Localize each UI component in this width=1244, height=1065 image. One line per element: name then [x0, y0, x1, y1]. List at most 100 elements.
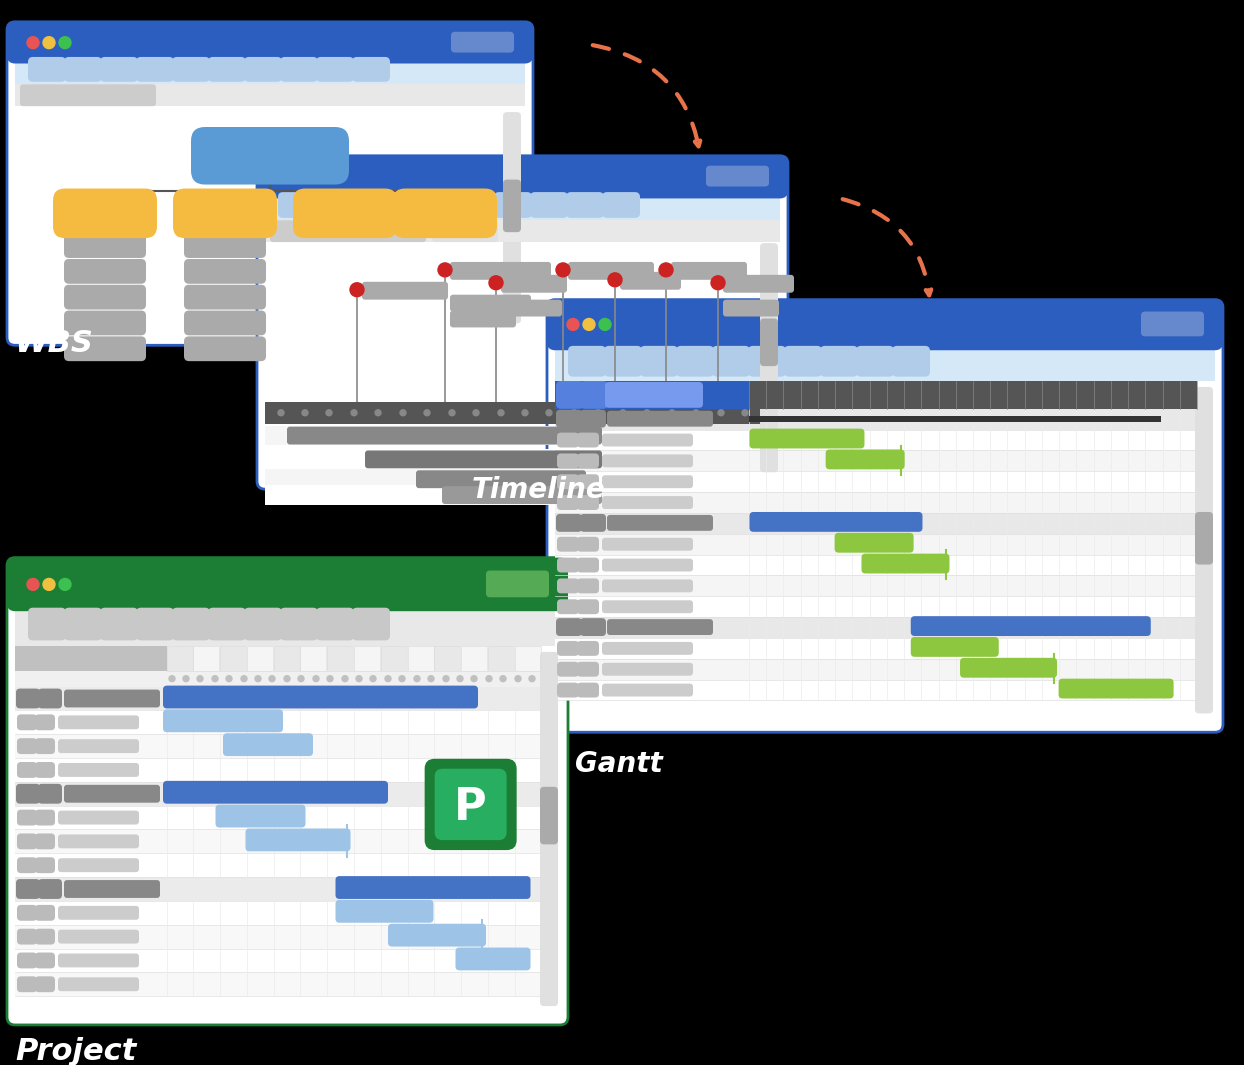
FancyBboxPatch shape [540, 652, 559, 1006]
Bar [300, 645, 326, 671]
FancyBboxPatch shape [415, 471, 586, 488]
FancyBboxPatch shape [63, 284, 146, 310]
FancyBboxPatch shape [294, 189, 397, 239]
FancyBboxPatch shape [245, 829, 351, 851]
FancyBboxPatch shape [569, 346, 606, 377]
FancyBboxPatch shape [501, 299, 562, 316]
FancyBboxPatch shape [557, 454, 578, 469]
FancyBboxPatch shape [580, 410, 606, 428]
FancyBboxPatch shape [17, 738, 37, 754]
FancyBboxPatch shape [1195, 387, 1213, 714]
FancyBboxPatch shape [602, 192, 639, 218]
Circle shape [471, 675, 476, 682]
FancyBboxPatch shape [602, 496, 693, 509]
FancyBboxPatch shape [1059, 678, 1173, 699]
FancyBboxPatch shape [569, 262, 654, 280]
Bar [327, 645, 353, 671]
Circle shape [384, 675, 391, 682]
Bar [555, 450, 1197, 472]
FancyBboxPatch shape [577, 495, 600, 510]
Bar [555, 429, 1197, 450]
FancyBboxPatch shape [277, 192, 316, 218]
FancyBboxPatch shape [352, 608, 391, 640]
FancyBboxPatch shape [163, 686, 478, 708]
Bar [15, 878, 542, 901]
Circle shape [449, 410, 455, 415]
Circle shape [567, 318, 578, 330]
FancyBboxPatch shape [58, 858, 139, 872]
FancyBboxPatch shape [424, 758, 516, 850]
FancyBboxPatch shape [63, 56, 102, 82]
FancyBboxPatch shape [494, 192, 532, 218]
FancyBboxPatch shape [723, 299, 779, 316]
Bar [265, 402, 763, 424]
FancyBboxPatch shape [100, 608, 138, 640]
FancyBboxPatch shape [244, 56, 282, 82]
FancyBboxPatch shape [35, 834, 55, 849]
FancyBboxPatch shape [602, 559, 693, 572]
FancyBboxPatch shape [557, 578, 578, 593]
FancyBboxPatch shape [760, 318, 778, 366]
FancyBboxPatch shape [503, 112, 521, 324]
FancyBboxPatch shape [393, 189, 498, 239]
Circle shape [608, 273, 622, 286]
FancyBboxPatch shape [1141, 312, 1204, 337]
FancyBboxPatch shape [749, 428, 865, 448]
FancyBboxPatch shape [820, 346, 858, 377]
Circle shape [309, 170, 321, 182]
FancyBboxPatch shape [671, 262, 746, 280]
FancyBboxPatch shape [35, 761, 55, 777]
FancyBboxPatch shape [215, 805, 306, 828]
FancyBboxPatch shape [223, 733, 313, 756]
FancyBboxPatch shape [580, 514, 606, 531]
FancyBboxPatch shape [362, 282, 448, 299]
Circle shape [669, 410, 675, 415]
Circle shape [294, 170, 305, 182]
Circle shape [299, 675, 304, 682]
FancyBboxPatch shape [136, 608, 174, 640]
FancyBboxPatch shape [556, 514, 582, 531]
FancyBboxPatch shape [605, 346, 642, 377]
FancyBboxPatch shape [712, 346, 750, 377]
FancyBboxPatch shape [184, 337, 266, 361]
Bar [434, 645, 460, 671]
Circle shape [302, 410, 309, 415]
Bar [15, 924, 542, 949]
Circle shape [600, 318, 611, 330]
Circle shape [693, 410, 699, 415]
FancyBboxPatch shape [556, 618, 582, 636]
Circle shape [369, 675, 376, 682]
FancyBboxPatch shape [17, 952, 37, 968]
FancyBboxPatch shape [826, 449, 904, 470]
FancyBboxPatch shape [58, 906, 139, 920]
FancyBboxPatch shape [566, 192, 605, 218]
FancyBboxPatch shape [58, 978, 139, 992]
FancyBboxPatch shape [35, 715, 55, 731]
Circle shape [486, 675, 491, 682]
FancyBboxPatch shape [58, 835, 139, 849]
Bar [248, 645, 272, 671]
Bar [462, 645, 486, 671]
FancyBboxPatch shape [352, 56, 391, 82]
FancyBboxPatch shape [29, 608, 66, 640]
FancyBboxPatch shape [63, 880, 160, 898]
Circle shape [350, 283, 364, 297]
FancyBboxPatch shape [577, 661, 600, 676]
Bar [355, 645, 379, 671]
Bar [167, 645, 193, 671]
FancyBboxPatch shape [29, 56, 66, 82]
Circle shape [183, 675, 189, 682]
Circle shape [659, 263, 673, 277]
FancyBboxPatch shape [244, 608, 282, 640]
Circle shape [277, 410, 284, 415]
FancyBboxPatch shape [163, 709, 282, 733]
Circle shape [277, 170, 289, 182]
FancyBboxPatch shape [577, 558, 600, 573]
FancyBboxPatch shape [16, 689, 40, 708]
Circle shape [226, 675, 231, 682]
FancyBboxPatch shape [388, 923, 486, 947]
Bar [15, 55, 525, 84]
FancyBboxPatch shape [39, 784, 62, 804]
FancyBboxPatch shape [607, 515, 713, 530]
Circle shape [529, 675, 535, 682]
